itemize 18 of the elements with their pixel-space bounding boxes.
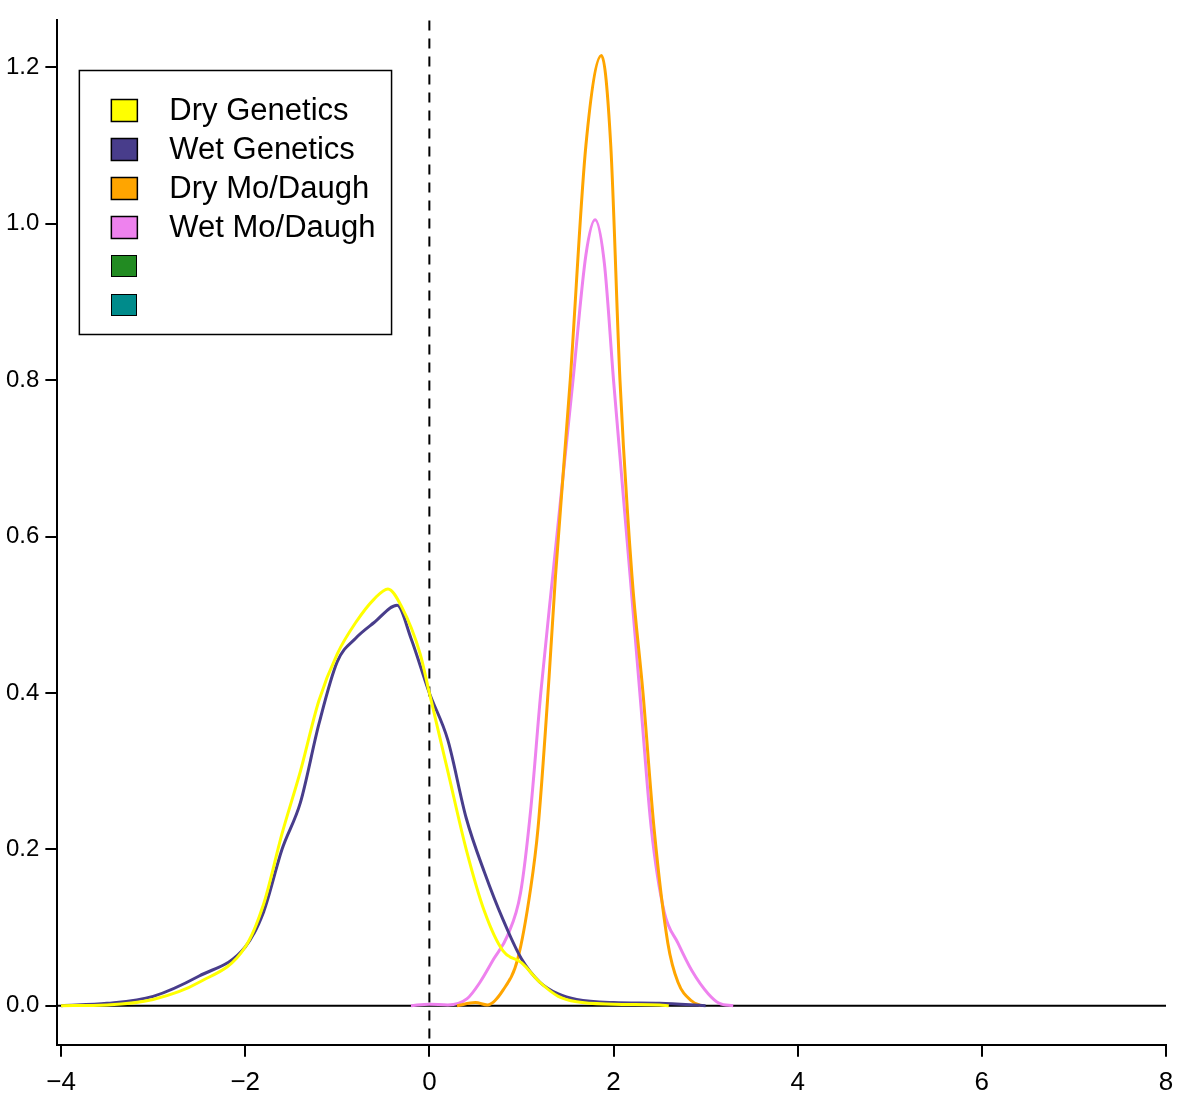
x-tick-label: 0 [422, 1065, 437, 1096]
legend-label: Wet Mo/Daugh [169, 208, 376, 244]
legend-label: Wet Genetics [169, 130, 355, 166]
y-tick-label: 0.4 [5, 677, 40, 705]
x-tick-label: 6 [974, 1065, 990, 1096]
x-tick-label: −2 [230, 1065, 261, 1096]
y-tick-label: 0.2 [5, 833, 40, 861]
y-tick-label: 1.2 [5, 51, 40, 79]
x-tick-label: 4 [790, 1065, 805, 1096]
x-tick-label: −4 [46, 1065, 76, 1096]
y-tick-label: 0.6 [5, 521, 40, 549]
x-tick-label: 2 [606, 1065, 621, 1096]
legend-label: Dry Genetics [169, 91, 349, 127]
y-tick-label: 0.8 [5, 364, 40, 392]
legend-label: Dry Mo/Daugh [169, 169, 370, 205]
y-tick-label: 0.0 [5, 990, 40, 1018]
x-tick-label: 8 [1158, 1065, 1174, 1096]
y-tick-label: 1.0 [5, 208, 40, 236]
